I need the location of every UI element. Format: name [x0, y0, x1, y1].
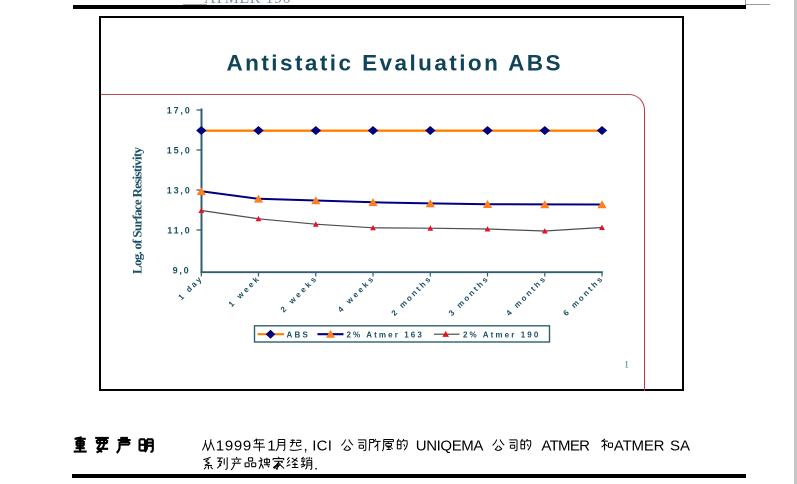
- svg-text:11,0: 11,0: [167, 225, 191, 235]
- svg-text:2 weeks: 2 weeks: [279, 274, 319, 314]
- svg-text:1 week: 1 week: [227, 274, 262, 309]
- svg-text:SA: SA: [670, 438, 690, 455]
- svg-text:6 months: 6 months: [561, 274, 604, 317]
- svg-text:ICI: ICI: [312, 438, 332, 455]
- svg-text:2 months: 2 months: [390, 274, 433, 317]
- svg-text:UNIQEMA: UNIQEMA: [416, 438, 484, 455]
- svg-text:9,0: 9,0: [173, 265, 191, 275]
- svg-text:Log. of Surface Resistivity: Log. of Surface Resistivity: [130, 147, 145, 275]
- svg-text:2% Atmer 163: 2% Atmer 163: [347, 330, 424, 339]
- svg-text:ABS: ABS: [287, 330, 311, 339]
- svg-text:,: ,: [304, 438, 308, 455]
- svg-text:Antistatic Evaluation ABS: Antistatic Evaluation ABS: [227, 51, 561, 76]
- svg-text:.: .: [314, 457, 318, 474]
- svg-text:1: 1: [267, 438, 275, 455]
- svg-text:3 months: 3 months: [447, 274, 490, 317]
- svg-text:ATMER: ATMER: [541, 438, 590, 455]
- svg-text:4 weeks: 4 weeks: [336, 274, 376, 314]
- svg-text:13,0: 13,0: [167, 185, 192, 195]
- svg-text:2% Atmer 190: 2% Atmer 190: [463, 330, 540, 339]
- svg-text:1999: 1999: [216, 438, 252, 455]
- svg-text:4 months: 4 months: [504, 274, 547, 317]
- svg-text:15,0: 15,0: [167, 145, 192, 155]
- svg-text:17,0: 17,0: [167, 105, 192, 115]
- svg-text:ATMER: ATMER: [614, 438, 665, 455]
- svg-text:1: 1: [624, 361, 629, 371]
- svg-text:1 day: 1 day: [177, 274, 205, 302]
